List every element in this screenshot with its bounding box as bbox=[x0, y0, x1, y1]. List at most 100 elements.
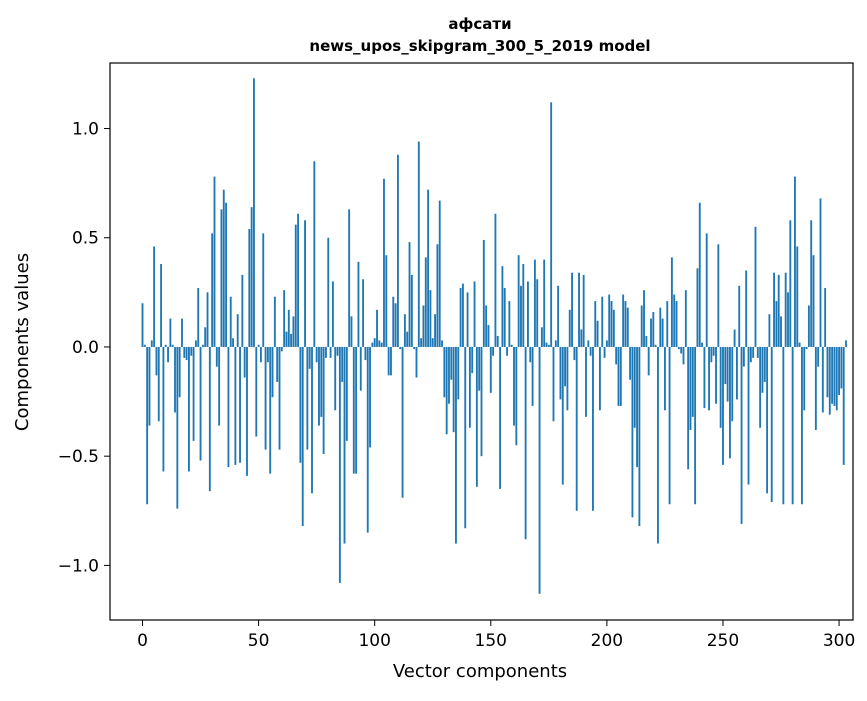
bar bbox=[336, 346, 339, 356]
bar bbox=[803, 346, 806, 411]
x-tick-label: 200 bbox=[591, 631, 623, 651]
bar bbox=[566, 346, 569, 411]
bar bbox=[775, 301, 778, 347]
bar bbox=[585, 346, 587, 417]
bar bbox=[650, 318, 652, 347]
bar bbox=[756, 346, 759, 358]
bar bbox=[443, 346, 446, 398]
bar bbox=[675, 301, 678, 347]
bar bbox=[640, 305, 643, 347]
bar bbox=[475, 346, 478, 487]
bar bbox=[496, 336, 499, 347]
bar bbox=[373, 338, 376, 347]
bar bbox=[680, 346, 683, 354]
bar bbox=[489, 346, 492, 393]
bar bbox=[143, 344, 146, 347]
bar bbox=[578, 272, 580, 347]
bar bbox=[638, 346, 641, 527]
bar bbox=[617, 346, 620, 406]
bar bbox=[733, 329, 736, 347]
bar bbox=[304, 220, 306, 347]
bar bbox=[492, 346, 495, 356]
bar bbox=[698, 202, 701, 347]
x-tick-label: 50 bbox=[248, 631, 270, 651]
bar bbox=[515, 346, 518, 446]
bar bbox=[338, 346, 341, 583]
bar bbox=[791, 346, 794, 505]
bar bbox=[241, 274, 244, 347]
bar bbox=[598, 346, 601, 411]
bar bbox=[457, 346, 460, 400]
bar bbox=[436, 244, 439, 347]
bar bbox=[155, 346, 158, 376]
bar bbox=[768, 314, 771, 347]
bar bbox=[592, 346, 594, 511]
bar bbox=[334, 346, 337, 411]
bar bbox=[313, 161, 316, 347]
bar bbox=[359, 346, 362, 391]
bar bbox=[403, 314, 406, 347]
bar bbox=[612, 309, 615, 347]
bar bbox=[218, 346, 221, 426]
bar bbox=[536, 279, 539, 347]
bar bbox=[571, 272, 573, 347]
bar bbox=[661, 318, 664, 347]
y-axis-label: Components values bbox=[12, 253, 33, 431]
bar bbox=[622, 294, 625, 347]
bar bbox=[594, 301, 597, 347]
x-tick-label: 250 bbox=[707, 631, 739, 651]
bar bbox=[659, 307, 662, 347]
bar bbox=[162, 346, 165, 472]
bar bbox=[652, 312, 655, 347]
bar bbox=[269, 346, 272, 474]
bar bbox=[589, 346, 592, 356]
bar bbox=[587, 340, 590, 347]
bar bbox=[208, 346, 211, 492]
bar bbox=[471, 346, 474, 374]
bar bbox=[464, 346, 467, 529]
bar bbox=[174, 346, 176, 413]
bar bbox=[146, 346, 149, 505]
bar bbox=[387, 346, 390, 376]
bar bbox=[824, 287, 827, 347]
bar bbox=[689, 346, 692, 430]
bar bbox=[710, 346, 713, 363]
bar bbox=[601, 296, 604, 347]
bar bbox=[341, 346, 344, 382]
bar bbox=[325, 346, 327, 358]
bar-series bbox=[141, 78, 847, 594]
bar bbox=[160, 263, 163, 347]
bar bbox=[408, 242, 411, 347]
bar bbox=[322, 346, 325, 454]
bar bbox=[148, 346, 151, 426]
bar bbox=[559, 346, 562, 400]
bar bbox=[257, 344, 260, 347]
bar bbox=[315, 346, 318, 363]
bar bbox=[357, 261, 360, 347]
bar bbox=[817, 346, 820, 367]
bar bbox=[399, 346, 402, 350]
bar bbox=[770, 346, 773, 503]
bar bbox=[696, 268, 699, 347]
bar bbox=[280, 346, 283, 352]
bar bbox=[545, 342, 548, 347]
bar bbox=[294, 224, 297, 347]
bar bbox=[482, 239, 485, 347]
bar bbox=[141, 303, 144, 347]
bar bbox=[643, 290, 645, 347]
y-tick-label: −1.0 bbox=[58, 556, 99, 576]
bar bbox=[250, 207, 253, 347]
bar bbox=[654, 344, 657, 347]
bar bbox=[831, 346, 834, 404]
bar bbox=[452, 346, 455, 433]
bar bbox=[299, 346, 302, 463]
bar bbox=[188, 346, 190, 472]
bar bbox=[828, 346, 831, 415]
bar bbox=[262, 233, 265, 347]
bar bbox=[429, 290, 432, 347]
bar bbox=[285, 331, 288, 347]
bar bbox=[529, 346, 532, 363]
bar bbox=[420, 338, 423, 347]
bar bbox=[717, 244, 720, 347]
bar bbox=[543, 259, 546, 347]
